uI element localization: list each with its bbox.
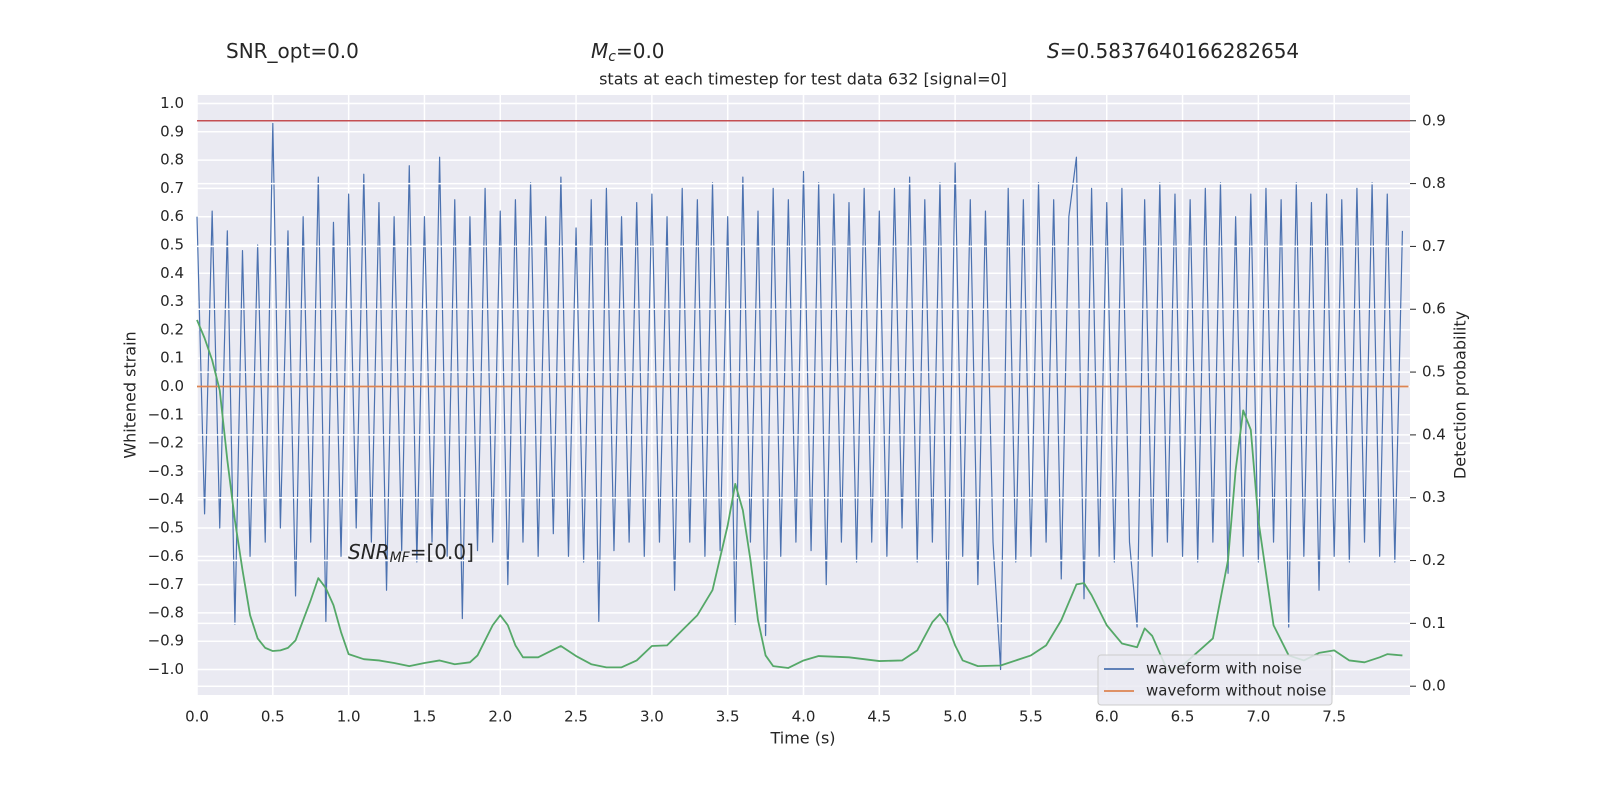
x-tick-label: 5.0 xyxy=(943,708,967,726)
y2-tick-label: 0.2 xyxy=(1422,551,1446,569)
marks xyxy=(196,122,1409,671)
y-tick-label: −0.2 xyxy=(148,434,184,452)
x-tick-label: 0.0 xyxy=(185,708,209,726)
annotation-symbol: M xyxy=(591,39,608,63)
x-tick-label: 7.0 xyxy=(1246,708,1270,726)
legend-label: waveform with noise xyxy=(1146,660,1302,678)
series-line xyxy=(196,122,1404,671)
y-tick-label: 0.0 xyxy=(160,377,184,395)
legend: waveform with noise waveform without nois… xyxy=(1097,654,1333,706)
annotation-text: =[0.0] xyxy=(410,540,474,564)
annotation: Mc=0.0 xyxy=(591,39,665,66)
x-tick-label: 1.5 xyxy=(413,708,437,726)
chart-title: stats at each timestep for test data 632… xyxy=(599,70,1007,89)
y-tick-label: −0.4 xyxy=(148,490,184,508)
y-tick-label: 0.5 xyxy=(160,236,184,254)
x-tick-label: 3.5 xyxy=(716,708,740,726)
x-tick-label: 6.0 xyxy=(1095,708,1119,726)
y-tick-label: 0.8 xyxy=(160,151,184,169)
y-tick-label: −0.1 xyxy=(148,405,184,423)
y2-tick-label: 0.3 xyxy=(1422,488,1446,506)
axes: 0.0 0.5 1.0 1.5 2.0 2.5 3.0 3.5 4.0 4.5 5.0 5.5 6.0 6… xyxy=(148,94,1446,726)
y-tick-label: −0.8 xyxy=(148,603,184,621)
annotation-text: SNR_opt=0.0 xyxy=(226,39,359,63)
y2-tick-label: 0.4 xyxy=(1422,425,1446,443)
x-axis-label: Time (s) xyxy=(769,729,835,748)
y-tick-label: 1.0 xyxy=(160,94,184,112)
annotation-text: =0.5837640166282654 xyxy=(1060,39,1299,63)
y-tick-label: −0.3 xyxy=(148,462,184,480)
y-tick-label: 0.6 xyxy=(160,207,184,225)
y2-tick-label: 0.1 xyxy=(1422,614,1446,632)
y-tick-label: 0.9 xyxy=(160,122,184,140)
annotation-text: =0.0 xyxy=(616,39,665,63)
y2-tick-label: 0.8 xyxy=(1422,174,1446,192)
x-tick-label: 4.5 xyxy=(867,708,891,726)
annotation: S=0.5837640166282654 xyxy=(1047,39,1299,63)
x-tick-label: 0.5 xyxy=(261,708,285,726)
y-tick-label: −0.7 xyxy=(148,575,184,593)
legend-box xyxy=(1097,654,1333,706)
y-axis-label: Whitened strain xyxy=(121,331,140,458)
y-tick-label: 0.4 xyxy=(160,264,184,282)
y2-axis-label: Detection probability xyxy=(1451,311,1470,479)
x-tick-label: 2.5 xyxy=(564,708,588,726)
y2-tick-label: 0.7 xyxy=(1422,237,1446,255)
y-tick-label: 0.3 xyxy=(160,292,184,310)
y-tick-label: −0.9 xyxy=(148,632,184,650)
y-tick-label: −1.0 xyxy=(148,660,184,678)
annotation: SNRMF=[0.0] xyxy=(348,540,474,567)
x-tick-label: 6.5 xyxy=(1171,708,1195,726)
y2-tick-label: 0.0 xyxy=(1422,677,1446,695)
annotation-symbol: SNR xyxy=(348,540,390,564)
annotation: SNR_opt=0.0 xyxy=(226,39,359,63)
x-tick-label: 5.5 xyxy=(1019,708,1043,726)
annotation-subscript: c xyxy=(608,49,616,65)
y-tick-label: −0.6 xyxy=(148,547,184,565)
x-tick-label: 3.0 xyxy=(640,708,664,726)
y-tick-label: 0.2 xyxy=(160,320,184,338)
grid-y2 xyxy=(197,120,1410,687)
annotation-symbol: S xyxy=(1047,39,1060,63)
x-tick-label: 4.0 xyxy=(792,708,816,726)
annotation-subscript: MF xyxy=(390,550,411,566)
y-tick-label: 0.7 xyxy=(160,179,184,197)
y2-tick-label: 0.6 xyxy=(1422,300,1446,318)
legend-label: waveform without noise xyxy=(1146,682,1326,700)
y-tick-label: −0.5 xyxy=(148,519,184,537)
x-tick-label: 7.5 xyxy=(1322,708,1346,726)
y2-tick-label: 0.5 xyxy=(1422,363,1446,381)
y2-tick-label: 0.9 xyxy=(1422,111,1446,129)
x-tick-label: 1.0 xyxy=(337,708,361,726)
x-tick-label: 2.0 xyxy=(488,708,512,726)
y-tick-label: 0.1 xyxy=(160,349,184,367)
